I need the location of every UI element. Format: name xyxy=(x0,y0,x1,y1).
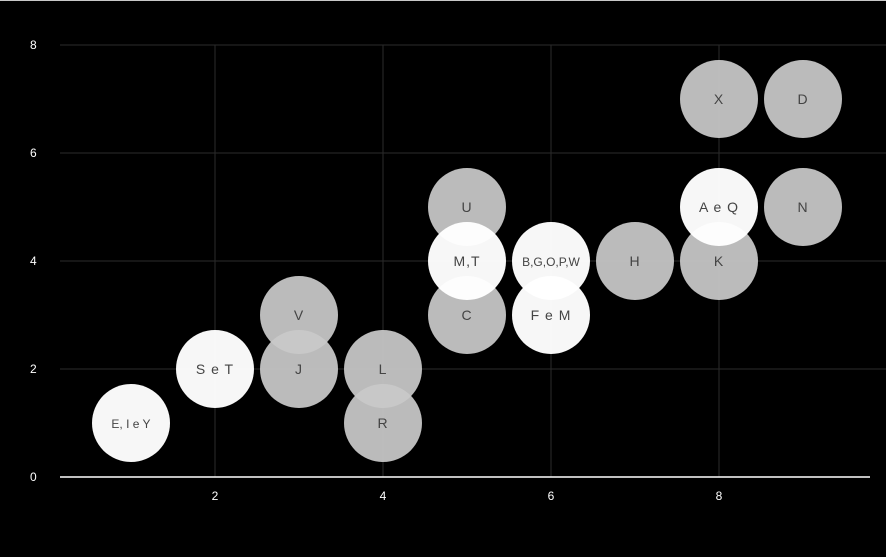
bubble-label: K xyxy=(714,253,724,269)
bubble-point[interactable] xyxy=(680,168,758,246)
axes: 2 4 6 8 0 2 4 6 8 xyxy=(30,38,870,503)
bubble-point[interactable] xyxy=(428,276,506,354)
bubble-label: J xyxy=(295,361,303,377)
y-tick-label: 6 xyxy=(30,146,37,160)
bubble-label: C xyxy=(461,307,472,323)
bubble-label: E, I e Y xyxy=(111,417,150,431)
bubble-label: S e T xyxy=(196,361,234,377)
bubbles: E, I e Y S e T V J L R U C M,T F e M B,G,O,P,W H X K A… xyxy=(92,60,842,462)
bubble-point[interactable] xyxy=(764,168,842,246)
bubble-point[interactable] xyxy=(596,222,674,300)
bubble-label: N xyxy=(797,199,808,215)
bubble-label: M,T xyxy=(453,253,480,269)
bubble-point[interactable] xyxy=(428,168,506,246)
x-tick-label: 2 xyxy=(212,489,219,503)
bubble-label: D xyxy=(797,91,808,107)
bubble-label: V xyxy=(294,307,304,323)
bubble-label: B,G,O,P,W xyxy=(522,255,580,269)
y-tick-label: 8 xyxy=(30,38,37,52)
x-tick-label: 4 xyxy=(380,489,387,503)
x-tick-label: 6 xyxy=(548,489,555,503)
y-tick-label: 0 xyxy=(30,470,37,484)
bubble-point[interactable] xyxy=(764,60,842,138)
bubble-point[interactable] xyxy=(260,330,338,408)
y-tick-label: 4 xyxy=(30,254,37,268)
bubble-point[interactable] xyxy=(260,276,338,354)
x-tick-label: 8 xyxy=(716,489,723,503)
bubble-point[interactable] xyxy=(512,276,590,354)
bubble-point[interactable] xyxy=(680,60,758,138)
bubble-label: A e Q xyxy=(699,199,739,215)
bubble-point[interactable] xyxy=(680,222,758,300)
bubble-label: H xyxy=(629,253,640,269)
bubble-point[interactable] xyxy=(428,222,506,300)
bubble-label: L xyxy=(379,361,388,377)
bubble-point[interactable] xyxy=(512,222,590,300)
bubble-point[interactable] xyxy=(344,384,422,462)
bubble-point[interactable] xyxy=(92,384,170,462)
bubble-label: U xyxy=(461,199,472,215)
bubble-label: F e M xyxy=(531,307,572,323)
y-tick-label: 2 xyxy=(30,362,37,376)
bubble-point[interactable] xyxy=(344,330,422,408)
bubble-label: R xyxy=(377,415,388,431)
bubble-label: X xyxy=(714,91,724,107)
bubble-point[interactable] xyxy=(176,330,254,408)
